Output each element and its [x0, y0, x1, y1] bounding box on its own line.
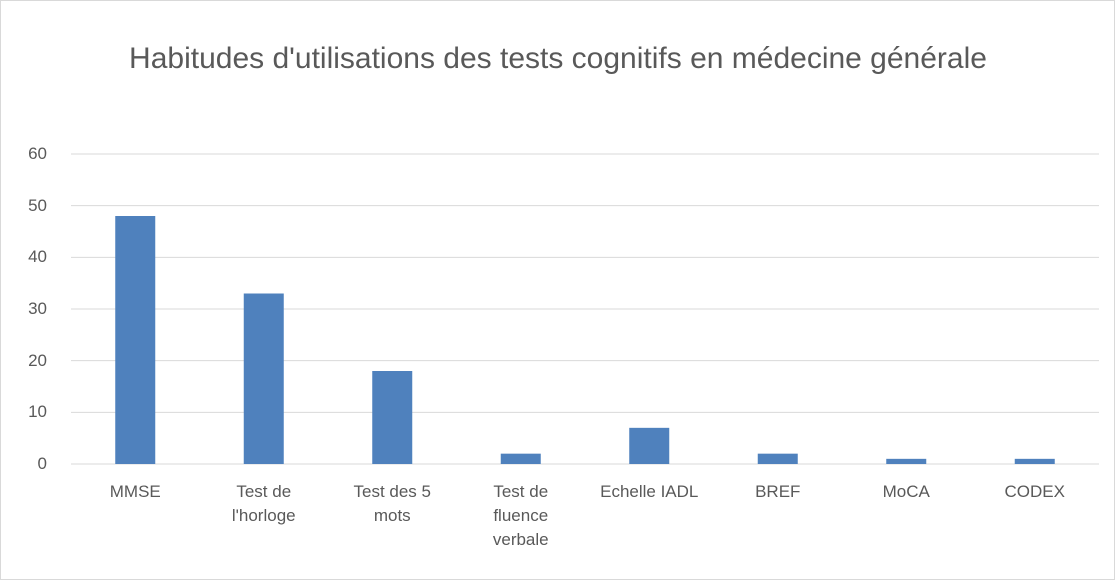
y-tick-label: 60 — [28, 144, 47, 163]
chart-title: Habitudes d'utilisations des tests cogni… — [129, 42, 987, 75]
bar — [629, 427, 670, 464]
x-tick-label: Test de l'horloge — [231, 482, 296, 525]
y-tick-label: 0 — [37, 454, 47, 473]
bar — [500, 453, 541, 464]
x-tick-label: Echelle IADL — [600, 482, 699, 501]
bar — [243, 293, 284, 464]
y-tick-label: 30 — [28, 299, 47, 318]
y-tick-label: 40 — [28, 247, 47, 267]
x-tick-label: Test de fluence verbale — [492, 482, 549, 549]
bar — [886, 458, 927, 464]
x-tick-label: Test des 5 mots — [353, 482, 432, 525]
bar — [757, 453, 798, 464]
y-tick-label: 50 — [28, 195, 47, 215]
bar — [1014, 458, 1055, 464]
y-tick-label: 20 — [28, 350, 47, 370]
x-tick-label: MoCA — [882, 482, 930, 501]
x-tick-label: MMSE — [109, 482, 161, 501]
bar — [115, 216, 156, 464]
y-tick-label: 10 — [28, 402, 47, 422]
bar — [372, 371, 413, 464]
x-tick-label: CODEX — [1004, 482, 1065, 501]
x-tick-label: BREF — [755, 482, 801, 501]
